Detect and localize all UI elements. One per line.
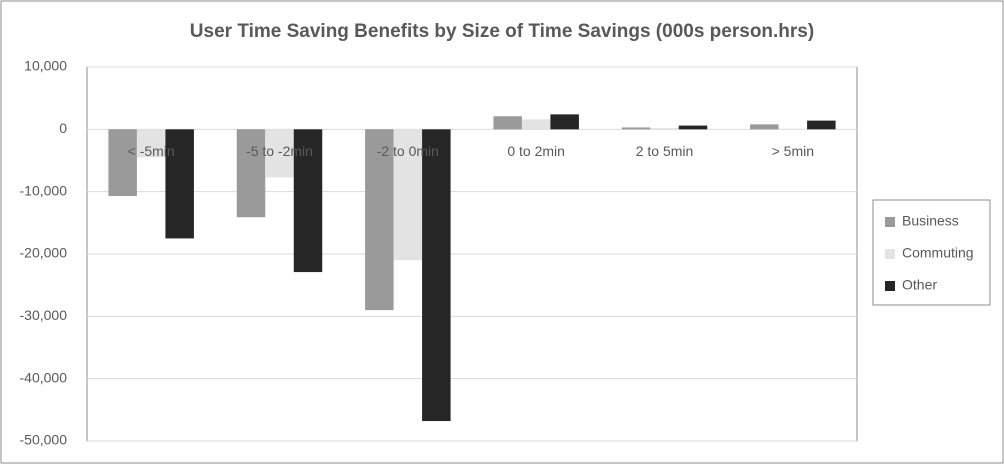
bar: [265, 129, 294, 178]
y-tick-label: 10,000: [24, 58, 67, 74]
bar: [136, 129, 166, 158]
bar: [293, 129, 323, 273]
y-tick-label: -10,000: [20, 182, 68, 198]
legend-swatch: [885, 249, 895, 259]
x-tick-label: -2 to 0min: [377, 143, 439, 159]
x-tick-label: -5 to -2min: [246, 143, 313, 159]
y-tick-label: -30,000: [20, 307, 68, 323]
bar: [108, 129, 137, 197]
bar: [750, 124, 779, 130]
legend-swatch: [885, 281, 895, 291]
x-tick-label: < -5min: [128, 143, 175, 159]
legend-label: Business: [902, 213, 959, 229]
bar: [650, 128, 679, 130]
bar: [365, 129, 394, 311]
x-tick-label: 0 to 2min: [507, 143, 565, 159]
bar: [678, 125, 708, 130]
y-tick-label: -50,000: [20, 432, 68, 448]
x-tick-label: 2 to 5min: [636, 143, 694, 159]
legend-swatch: [885, 217, 895, 227]
bar: [422, 129, 451, 422]
bar: [521, 119, 551, 130]
bar: [550, 114, 579, 130]
x-tick-label: > 5min: [772, 143, 814, 159]
bar: [807, 120, 836, 130]
y-tick-label: 0: [59, 120, 67, 136]
bar: [165, 129, 194, 239]
y-tick-label: -20,000: [20, 245, 68, 261]
bar: [778, 128, 808, 130]
bar: [393, 129, 423, 261]
bar: [493, 116, 522, 130]
legend-label: Commuting: [902, 245, 974, 261]
chart-title: User Time Saving Benefits by Size of Tim…: [190, 21, 814, 42]
bar: [236, 129, 266, 218]
legend-label: Other: [902, 277, 937, 293]
bar: [621, 127, 651, 130]
y-tick-label: -40,000: [20, 369, 68, 385]
